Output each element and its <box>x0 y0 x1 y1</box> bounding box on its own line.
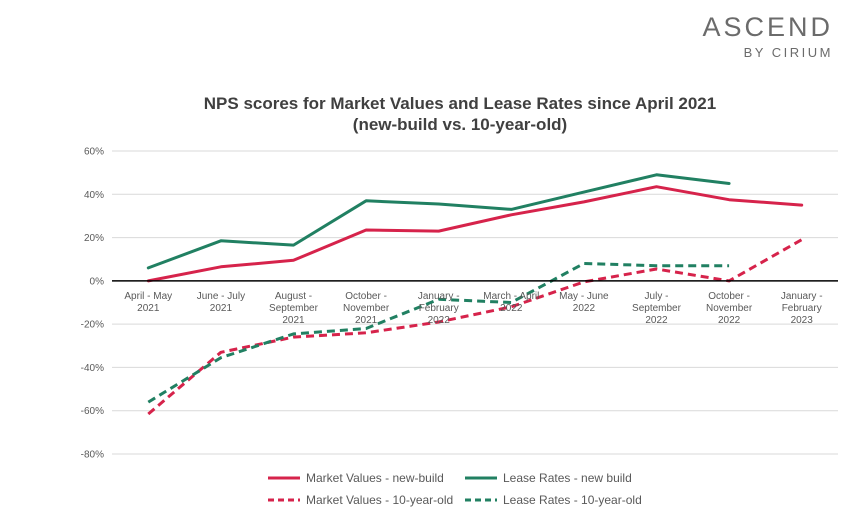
brand-logo: ASCEND BY CIRIUM <box>702 12 833 62</box>
x-tick-label: January -February 2023 <box>781 291 823 326</box>
x-tick-label: August -September 2021 <box>269 291 319 326</box>
x-tick-label: October -November 2022 <box>706 291 753 326</box>
y-tick-label: 20% <box>84 233 104 244</box>
brand-name: ASCEND <box>702 12 833 42</box>
x-tick-label: April - May 2021 <box>124 291 172 314</box>
y-tick-label: 60% <box>84 147 104 158</box>
legend-label: Market Values - 10-year-old <box>306 493 453 507</box>
x-tick-label: October -November 2021 <box>343 291 390 326</box>
series-line-3 <box>147 262 730 404</box>
legend-label: Lease Rates - 10-year-old <box>503 493 642 507</box>
y-tick-label: -60% <box>81 406 104 417</box>
x-tick-label: May - June 2022 <box>559 291 609 314</box>
x-tick-label: June - July 2021 <box>197 291 245 314</box>
x-tick-label: July -September 2022 <box>632 291 682 326</box>
legend-label: Lease Rates - new build <box>503 471 632 485</box>
series-line-0 <box>146 185 804 283</box>
y-tick-label: 40% <box>84 190 104 201</box>
chart-title: NPS scores for Market Values and Lease R… <box>203 94 717 134</box>
series-line-1 <box>146 173 731 270</box>
y-tick-label: -20% <box>81 320 104 331</box>
y-tick-label: 0% <box>90 276 105 287</box>
y-tick-label: -40% <box>81 363 104 374</box>
x-tick-label: March - April 2022 <box>483 291 539 314</box>
x-tick-label: January -February 2022 <box>418 291 460 326</box>
y-tick-label: -80% <box>81 450 104 461</box>
brand-subtitle: BY CIRIUM <box>743 45 833 60</box>
legend-label: Market Values - new-build <box>306 471 444 485</box>
